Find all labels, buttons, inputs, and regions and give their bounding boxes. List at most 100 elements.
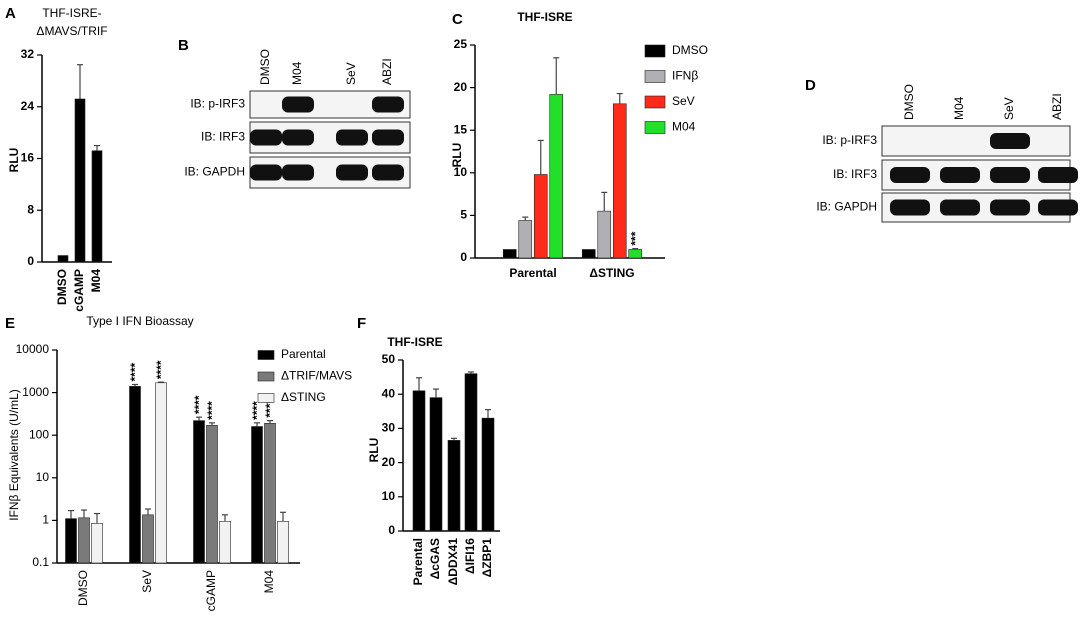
x-tick-label: ΔDDX41 [446,538,460,586]
blot-band [282,96,314,113]
x-tick-label: ΔcGAS [428,538,442,579]
blot-band [372,129,404,146]
bar [597,210,612,259]
legend-label: ΔSTING [281,390,326,404]
chart-title: ΔMAVS/TRIF [36,24,107,38]
bar [464,373,478,532]
panel-letter: A [5,5,16,22]
bar [628,249,643,259]
blot-band [890,167,930,183]
bar [502,249,517,259]
y-tick-label: 10000 [16,342,50,356]
y-tick-label: 0 [27,254,34,268]
bar [533,174,548,259]
y-tick-label: 25 [454,37,468,51]
chart-title: THF-ISRE [517,10,572,24]
panel-letter: E [5,315,15,332]
row-label: IB: GAPDH [184,165,245,179]
bar [264,423,276,564]
lane-label: ABZI [1050,93,1064,120]
blot-band [282,129,314,146]
y-tick-label: 1000 [22,385,49,399]
legend-swatch [257,350,275,360]
blot-band [372,164,404,181]
significance-label: **** [128,362,142,381]
lane-label: ABZI [380,58,394,85]
significance-label: **** [192,395,206,414]
bar [277,521,289,564]
y-tick-label: 16 [21,151,35,165]
panel-letter: C [452,11,463,28]
blot-band [890,199,930,216]
bar [251,426,263,564]
bar [481,417,495,532]
bar [429,397,443,532]
legend-label: SeV [672,94,695,108]
bar [219,521,231,564]
significance-label: **** [250,401,264,420]
chart-title: Type I IFN Bioassay [86,314,193,328]
legend-label: ΔTRIF/MAVS [281,369,352,383]
bar [65,518,77,564]
y-tick-label: 100 [29,427,49,441]
y-tick-label: 0 [460,250,467,264]
bar [142,514,154,564]
lane-label: SeV [344,62,358,85]
bar [57,255,69,263]
lane-label: DMSO [258,49,272,85]
blot-band [1038,199,1078,216]
y-tick-label: 20 [454,80,468,94]
lane-label: DMSO [902,84,916,120]
legend-label: Parental [281,347,326,361]
significance-label: **** [154,360,168,379]
bar [206,425,218,564]
blot-band [372,96,404,113]
legend-label: DMSO [672,43,708,57]
y-tick-label: 24 [21,99,35,113]
blot-band [990,167,1030,183]
blot-band [990,199,1030,216]
bar [549,94,564,259]
y-tick-label: 50 [382,352,396,366]
legend-swatch [644,95,666,109]
bar [155,382,167,564]
y-tick-label: 15 [454,122,468,136]
x-tick-label: Parental [411,538,425,585]
blot-band [336,164,368,181]
y-tick-label: 10 [454,165,468,179]
x-tick-label: DMSO [55,269,69,305]
legend-swatch [257,393,275,403]
row-label: IB: IRF3 [201,130,245,144]
blot-band [282,164,314,181]
y-tick-label: 30 [382,421,396,435]
chart-title: THF-ISRE [387,335,442,349]
bar [518,220,533,259]
panel-letter: D [805,77,816,94]
significance-label: *** [628,231,642,245]
bar [74,98,86,263]
y-tick-label: 32 [21,47,35,61]
legend-label: IFNβ [672,69,698,83]
significance-label: **** [205,401,219,420]
bar [447,440,461,532]
row-label: IB: GAPDH [816,200,877,214]
y-tick-label: 20 [382,455,396,469]
legend-swatch [644,121,666,134]
bar [78,517,90,564]
x-tick-label: ΔIFI16 [463,538,477,574]
blot-band [250,129,282,146]
bar [193,420,205,564]
blot-band [336,129,368,146]
y-axis-label: RLU [7,148,21,173]
lane-label: SeV [1002,97,1016,120]
y-tick-label: 0 [388,523,395,537]
row-label: IB: IRF3 [833,167,877,181]
y-axis-label: IFNβ Equivalents (U/mL) [7,389,21,521]
row-label: IB: p-IRF3 [822,133,877,147]
chart-title: THF-ISRE- [42,6,101,20]
x-tick-label: cGAMP [72,269,86,312]
x-tick-label: ΔSTING [589,266,634,280]
blot-band [1038,167,1078,183]
y-tick-label: 1 [42,513,49,527]
